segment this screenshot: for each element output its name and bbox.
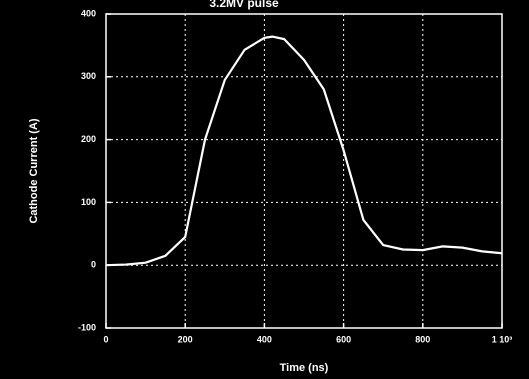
y-tick-label: -100	[78, 322, 96, 332]
y-tick-label: 100	[81, 197, 96, 207]
chart-title: 3.2MV pulse	[209, 0, 279, 10]
x-axis-label: Time (ns)	[280, 362, 329, 374]
y-tick-label: 200	[81, 134, 96, 144]
x-tick-label: 600	[336, 334, 351, 344]
x-tick-label: 800	[415, 334, 430, 344]
x-tick-label: 0	[103, 334, 108, 344]
y-tick-label: 0	[91, 260, 96, 270]
y-tick-label: 400	[81, 8, 96, 18]
data-line	[105, 35, 503, 267]
x-tick-label: 400	[257, 334, 272, 344]
x-tick-label: 1 10³	[492, 334, 513, 344]
y-axis-label: Cathode Current (A)	[28, 118, 40, 223]
y-tick-label: 300	[81, 71, 96, 81]
x-tick-label: 200	[178, 334, 193, 344]
